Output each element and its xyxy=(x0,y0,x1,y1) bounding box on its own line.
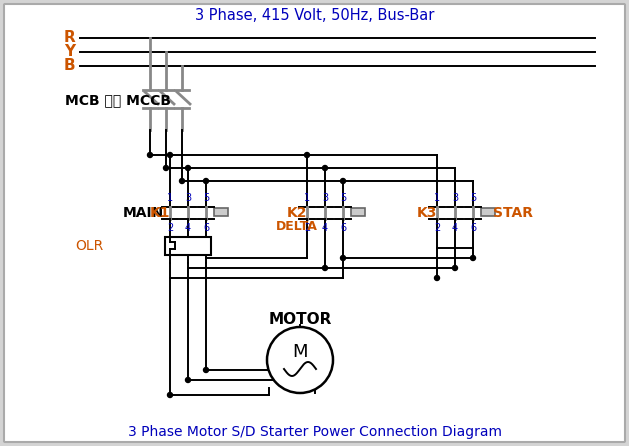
Text: 3 Phase, 415 Volt, 50Hz, Bus-Bar: 3 Phase, 415 Volt, 50Hz, Bus-Bar xyxy=(195,8,434,24)
Text: 5: 5 xyxy=(203,193,209,203)
Circle shape xyxy=(452,265,457,271)
Circle shape xyxy=(167,153,172,157)
Text: 4: 4 xyxy=(452,223,458,233)
Text: 1: 1 xyxy=(434,193,440,203)
Circle shape xyxy=(323,165,328,170)
Text: 3: 3 xyxy=(452,193,458,203)
Text: 3 Phase Motor S/D Starter Power Connection Diagram: 3 Phase Motor S/D Starter Power Connecti… xyxy=(128,425,501,439)
Text: 6: 6 xyxy=(470,223,476,233)
Text: M: M xyxy=(292,343,308,361)
Circle shape xyxy=(304,153,309,157)
Circle shape xyxy=(204,178,208,183)
Text: 4: 4 xyxy=(322,223,328,233)
Bar xyxy=(165,237,211,255)
Circle shape xyxy=(164,165,169,170)
Text: 6: 6 xyxy=(203,223,209,233)
Text: 4: 4 xyxy=(185,223,191,233)
Text: 2: 2 xyxy=(434,223,440,233)
Circle shape xyxy=(267,327,333,393)
Bar xyxy=(351,208,365,216)
Text: 3: 3 xyxy=(185,193,191,203)
Text: R: R xyxy=(64,30,75,45)
Circle shape xyxy=(470,256,476,260)
Circle shape xyxy=(186,377,191,383)
Text: 1: 1 xyxy=(304,193,310,203)
Circle shape xyxy=(435,276,440,281)
Text: B: B xyxy=(64,58,75,74)
Circle shape xyxy=(167,392,172,397)
Text: OLR: OLR xyxy=(75,239,103,253)
Circle shape xyxy=(204,368,208,372)
Circle shape xyxy=(186,165,191,170)
Text: 1: 1 xyxy=(167,193,173,203)
Circle shape xyxy=(147,153,152,157)
Text: DELTA: DELTA xyxy=(276,220,318,234)
Text: 5: 5 xyxy=(340,193,346,203)
Text: 2: 2 xyxy=(167,223,173,233)
Circle shape xyxy=(340,178,345,183)
FancyBboxPatch shape xyxy=(4,4,625,442)
Text: K3: K3 xyxy=(417,206,437,220)
Text: 2: 2 xyxy=(304,223,310,233)
Bar xyxy=(481,208,495,216)
Text: STAR: STAR xyxy=(493,206,533,220)
Text: 5: 5 xyxy=(470,193,476,203)
Circle shape xyxy=(179,178,184,183)
Circle shape xyxy=(340,256,345,260)
Text: K1: K1 xyxy=(150,206,170,220)
Text: 3: 3 xyxy=(322,193,328,203)
Circle shape xyxy=(323,265,328,271)
Text: Y: Y xyxy=(64,45,75,59)
Bar xyxy=(214,208,228,216)
Text: MOTOR: MOTOR xyxy=(269,311,331,326)
Text: 6: 6 xyxy=(340,223,346,233)
Text: K2: K2 xyxy=(287,206,307,220)
Text: MAIN: MAIN xyxy=(123,206,164,220)
Text: MCB या MCCB: MCB या MCCB xyxy=(65,93,171,107)
